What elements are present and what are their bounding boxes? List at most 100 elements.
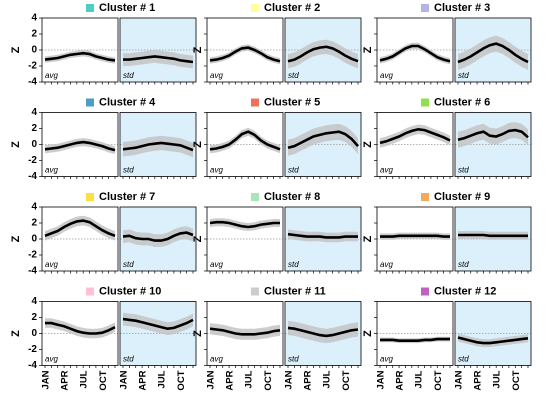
cluster-swatch (421, 287, 429, 296)
cluster-swatch (86, 98, 94, 107)
panel-frame (284, 206, 362, 272)
panel-label: std (123, 260, 134, 269)
cluster-title: Cluster # 10 (99, 286, 161, 298)
mean-line (44, 219, 116, 238)
panel-label: std (123, 166, 134, 175)
panel-frame (454, 206, 532, 272)
cluster-swatch (251, 4, 259, 12)
cluster-title: Cluster # 8 (264, 191, 320, 203)
mean-line (287, 130, 359, 149)
cluster-swatch (251, 98, 259, 107)
y-tick-label: 0 (31, 328, 37, 339)
panel-label: std (458, 71, 469, 80)
mean-line (122, 231, 194, 242)
mean-line (44, 140, 116, 152)
panel-label: avg (45, 166, 58, 175)
cluster-title: Cluster # 9 (434, 191, 490, 203)
mean-line (379, 127, 451, 145)
ensemble-band (458, 333, 528, 348)
ensemble-band (210, 127, 280, 154)
panel-label: std (123, 71, 134, 80)
panel-frame (119, 17, 197, 83)
ensemble-band (45, 50, 115, 64)
y-tick-label: -4 (28, 360, 37, 371)
y-axis-label: Z (10, 235, 22, 242)
y-tick-label: -4 (28, 171, 37, 182)
cluster-swatch (251, 287, 259, 296)
cluster-title: Cluster # 3 (434, 2, 490, 14)
ensemble-band (45, 138, 115, 155)
y-tick-label: -2 (28, 250, 37, 261)
mean-line (457, 42, 529, 64)
x-tick-label: JUL (244, 370, 255, 388)
panel-label: std (288, 71, 299, 80)
panel-label: avg (45, 260, 58, 269)
panel-frame (119, 112, 197, 177)
panel-frame (454, 17, 532, 83)
x-tick-label: APR (60, 370, 71, 390)
panel-label: avg (380, 71, 393, 80)
y-axis-label: Z (10, 330, 22, 337)
y-tick-label: 2 (31, 218, 37, 229)
mean-line (287, 232, 358, 239)
y-tick-label: -2 (28, 155, 37, 166)
panel-label: avg (210, 166, 223, 175)
y-tick-label: 2 (31, 123, 37, 134)
panel-label: std (123, 355, 134, 364)
panel-frame (119, 301, 197, 366)
y-tick-label: 0 (31, 139, 37, 150)
panel-label: std (458, 355, 469, 364)
panel-label: avg (210, 260, 223, 269)
mean-line (123, 55, 194, 64)
x-tick-label: APR (138, 370, 149, 390)
ensemble-band (210, 323, 280, 340)
panel-frame (454, 112, 532, 177)
panel-frame (284, 112, 362, 177)
cluster-title: Cluster # 12 (434, 286, 496, 298)
cluster-title: Cluster # 7 (99, 191, 155, 203)
x-tick-label: JUL (492, 370, 503, 388)
y-axis-label: Z (362, 141, 374, 148)
panel-frame (454, 301, 532, 366)
y-tick-label: 2 (31, 29, 37, 40)
ensemble-band (123, 312, 193, 336)
y-tick-label: 0 (31, 234, 37, 245)
y-axis-label: Z (10, 46, 22, 53)
panel-label: avg (380, 355, 393, 364)
y-axis-label: Z (192, 235, 204, 242)
panel-label: avg (45, 355, 58, 364)
panel-label: avg (380, 260, 393, 269)
x-tick-label: OCT (263, 370, 274, 390)
ensemble-band (288, 320, 358, 344)
y-axis-label: Z (362, 235, 374, 242)
y-tick-label: 4 (31, 202, 37, 213)
cluster-title: Cluster # 11 (264, 286, 326, 298)
panel-label: std (288, 260, 299, 269)
panel-frame (119, 206, 197, 272)
ensemble-band (380, 124, 450, 148)
x-tick-label: JAN (119, 370, 130, 389)
panel-label: avg (45, 71, 58, 80)
cluster-swatch (421, 193, 429, 201)
x-tick-label: JUL (157, 370, 168, 388)
cluster-title: Cluster # 1 (99, 2, 155, 14)
ensemble-band (288, 39, 358, 69)
x-tick-label: APR (303, 370, 314, 390)
x-tick-label: JUL (414, 370, 425, 388)
y-tick-label: 2 (31, 312, 37, 323)
ensemble-band (123, 50, 193, 69)
x-tick-label: APR (395, 370, 406, 390)
y-tick-label: -2 (28, 61, 37, 72)
x-tick-label: JAN (284, 370, 295, 389)
x-tick-label: JAN (206, 370, 217, 389)
mean-line (209, 46, 281, 63)
mean-line (380, 234, 450, 238)
x-tick-label: JUL (79, 370, 90, 388)
mean-line (458, 233, 528, 238)
mean-line (45, 321, 116, 335)
cluster-swatch (86, 193, 94, 201)
cluster-title: Cluster # 2 (264, 2, 320, 14)
panel-label: std (458, 260, 469, 269)
y-tick-label: -4 (28, 77, 37, 88)
